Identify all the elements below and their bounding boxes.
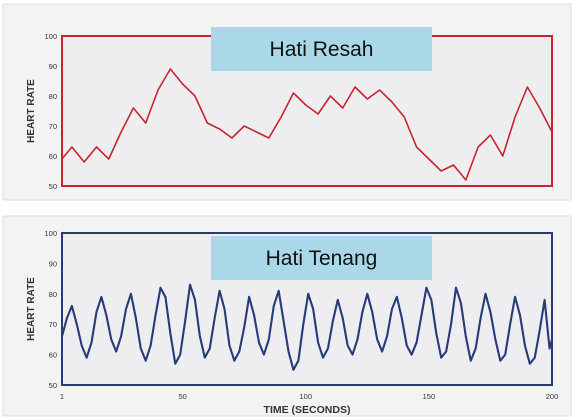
chart-tenang-title-box	[211, 236, 432, 280]
chart-tenang-x-tick-50: 50	[178, 392, 186, 401]
chart-resah-y-tick-90: 90	[49, 62, 57, 71]
chart-tenang-y-ticks: 100 90 80 70 60 50	[44, 229, 57, 390]
chart-tenang-x-axis-label: TIME (SECONDS)	[264, 404, 351, 416]
chart-tenang-y-tick-80: 80	[49, 290, 57, 299]
chart-tenang-x-tick-200: 200	[546, 392, 559, 401]
chart-resah-y-tick-60: 60	[49, 152, 57, 161]
chart-tenang-y-tick-70: 70	[49, 320, 57, 329]
chart-resah-y-ticks: 100 90 80 70 60 50	[44, 32, 57, 191]
chart-tenang-y-tick-90: 90	[49, 259, 57, 268]
chart-resah-y-tick-70: 70	[49, 122, 57, 131]
chart-tenang-y-tick-100: 100	[44, 229, 57, 238]
chart-tenang-y-tick-50: 50	[49, 381, 57, 390]
chart-tenang-title: Hati Tenang	[266, 247, 378, 270]
chart-resah-y-tick-100: 100	[44, 32, 57, 41]
chart-resah-series-line	[61, 68, 553, 181]
chart-resah-title-box	[211, 27, 432, 71]
chart-resah-title: Hati Resah	[270, 38, 374, 61]
chart-tenang-series-line	[60, 283, 554, 371]
chart-tenang-y-tick-60: 60	[49, 351, 57, 360]
chart-resah: 100 90 80 70 60 50 HEART RATE Hati Resah	[2, 3, 572, 201]
chart-tenang-x-tick-100: 100	[300, 392, 313, 401]
chart-resah-y-tick-80: 80	[49, 92, 57, 101]
chart-tenang-x-tick-1: 1	[60, 392, 64, 401]
chart-tenang-y-axis-label: HEART RATE	[26, 277, 37, 341]
chart-tenang-x-tick-150: 150	[423, 392, 436, 401]
chart-tenang-x-ticks: 1 50 100 150 200	[60, 392, 558, 401]
chart-resah-y-axis-label: HEART RATE	[26, 79, 37, 143]
chart-resah-y-tick-50: 50	[49, 182, 57, 191]
